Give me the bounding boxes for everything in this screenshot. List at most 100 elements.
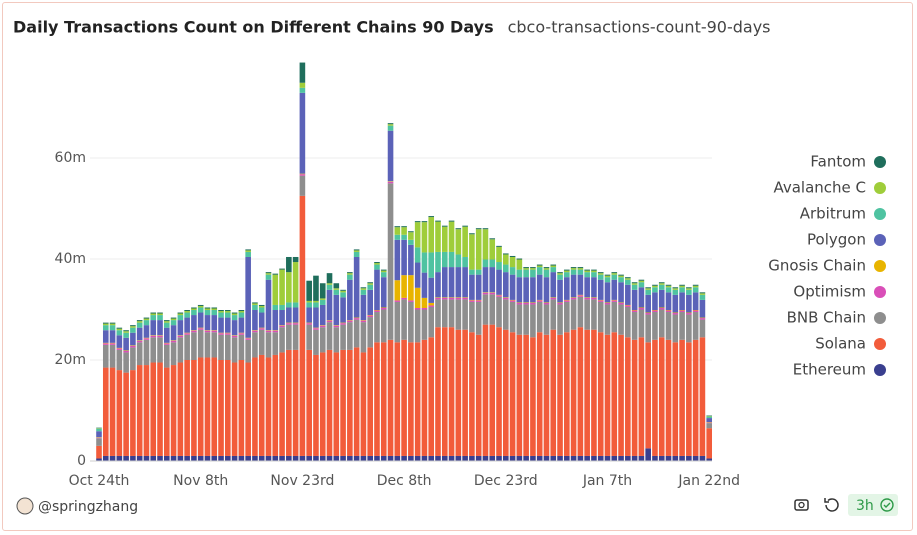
- legend-label: Avalanche C: [773, 179, 866, 197]
- bar-segment: [102, 323, 109, 326]
- bar-segment: [136, 342, 143, 366]
- bar-segment: [340, 290, 346, 293]
- bar-segment: [645, 314, 651, 343]
- bar-segment: [509, 274, 516, 300]
- bar-segment: [204, 357, 211, 456]
- bar-segment: [374, 310, 380, 311]
- bar-segment: [326, 349, 333, 456]
- bar-segment: [136, 321, 143, 323]
- bar-segment: [279, 269, 285, 305]
- bar-segment: [604, 302, 611, 305]
- bar-segment: [421, 455, 428, 461]
- bar-segment: [387, 125, 394, 131]
- bar-segment: [414, 221, 421, 223]
- bar-segment: [557, 334, 563, 456]
- bar-segment: [462, 329, 468, 456]
- bar-segment: [584, 299, 590, 330]
- bar-segment: [258, 328, 265, 330]
- bar-segment: [414, 222, 421, 248]
- bar-segment: [177, 320, 184, 336]
- bar-segment: [360, 352, 367, 456]
- bar-segment: [611, 299, 618, 301]
- bar-segment: [584, 272, 590, 278]
- bar-segment: [211, 315, 218, 331]
- bar-segment: [238, 332, 245, 334]
- bar-segment: [380, 270, 387, 273]
- bar-segment: [441, 297, 448, 298]
- bar-segment: [625, 284, 631, 305]
- bar-segment: [530, 302, 536, 305]
- bar-segment: [543, 302, 550, 303]
- bar-segment: [421, 339, 428, 456]
- bar-segment: [516, 455, 523, 461]
- bar-segment: [313, 300, 319, 303]
- bar-segment: [421, 222, 428, 253]
- bar-segment: [469, 299, 475, 301]
- bar-segment: [618, 304, 624, 335]
- bar-segment: [482, 228, 489, 230]
- legend-swatch: [874, 364, 886, 376]
- bar-segment: [211, 330, 218, 331]
- bar-segment: [631, 289, 638, 311]
- bar-segment: [509, 455, 516, 461]
- bar-segment: [347, 273, 353, 275]
- bar-segment: [313, 354, 319, 456]
- bar-segment: [299, 62, 306, 83]
- bar-segment: [130, 326, 136, 328]
- bar-segment: [136, 365, 143, 456]
- bar-segment: [299, 175, 306, 196]
- bar-segment: [625, 304, 631, 306]
- bar-segment: [523, 269, 529, 278]
- bar-segment: [414, 309, 421, 343]
- bar-segment: [387, 455, 394, 461]
- bar-segment: [631, 312, 638, 340]
- bar-segment: [421, 272, 428, 298]
- bar-segment: [326, 284, 333, 290]
- bar-segment: [245, 455, 251, 461]
- refresh-icon[interactable]: [824, 498, 839, 512]
- bar-segment: [462, 225, 468, 227]
- bar-segment: [618, 334, 624, 456]
- bar-segment: [570, 268, 577, 270]
- bar-segment: [340, 324, 346, 350]
- bar-segment: [536, 299, 543, 301]
- bar-segment: [184, 333, 190, 335]
- bar-segment: [96, 445, 102, 459]
- bar-segment: [265, 330, 272, 331]
- bar-segment: [245, 362, 251, 456]
- chart-subtitle: cbco-transactions-count-90-days: [508, 18, 771, 37]
- bar-segment: [374, 342, 380, 456]
- bar-segment: [645, 342, 651, 449]
- bar-segment: [218, 333, 224, 335]
- camera-icon[interactable]: [794, 499, 809, 511]
- bar-segment: [509, 300, 516, 302]
- bar-segment: [523, 277, 529, 303]
- bar-segment: [408, 455, 414, 461]
- bar-segment: [591, 299, 597, 330]
- bar-segment: [360, 322, 367, 353]
- bar-segment: [306, 280, 312, 301]
- bar-segment: [347, 279, 353, 321]
- bar-segment: [414, 455, 421, 461]
- bar-segment: [272, 310, 279, 331]
- bar-segment: [211, 310, 218, 316]
- bar-segment: [326, 455, 333, 461]
- bar-segment: [387, 183, 394, 340]
- bar-segment: [394, 234, 401, 240]
- bar-segment: [177, 335, 184, 336]
- bar-segment: [496, 269, 502, 295]
- bar-segment: [536, 332, 543, 456]
- bar-segment: [387, 130, 394, 182]
- bar-segment: [353, 249, 360, 251]
- bar-segment: [143, 339, 150, 366]
- bar-segment: [489, 238, 496, 240]
- bar-segment: [306, 455, 312, 461]
- bar-segment: [462, 297, 468, 298]
- bar-segment: [509, 267, 516, 275]
- bar-segment: [686, 288, 692, 290]
- bar-segment: [591, 270, 597, 273]
- bar-segment: [143, 365, 150, 456]
- bar-segment: [164, 367, 170, 456]
- bar-segment: [550, 265, 557, 268]
